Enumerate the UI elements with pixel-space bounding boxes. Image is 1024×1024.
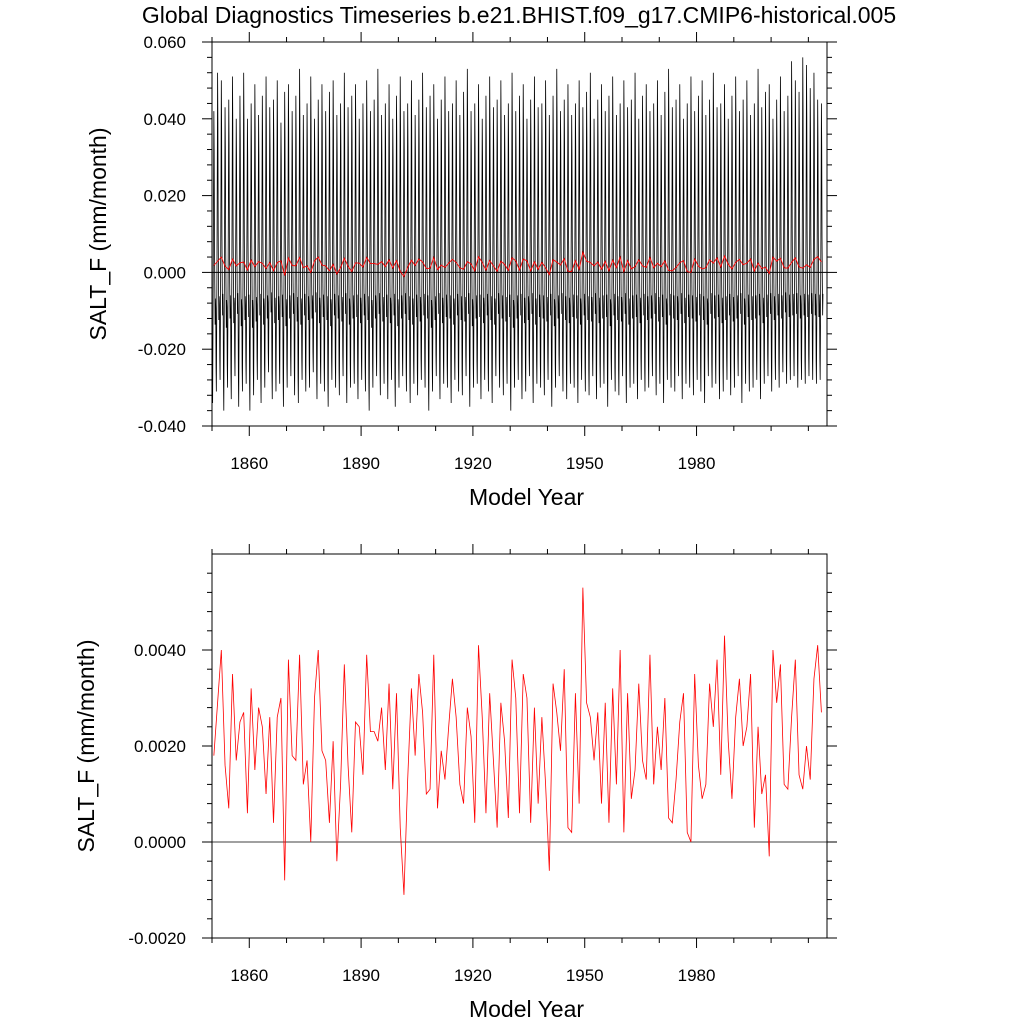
y-tick-label: 0.0040 xyxy=(134,641,186,660)
y-tick-label: 0.000 xyxy=(143,263,186,282)
x-tick-label: 1980 xyxy=(678,454,716,473)
y-tick-label: 0.040 xyxy=(143,110,186,129)
y-tick-label: -0.0020 xyxy=(128,929,186,948)
y-axis-label: SALT_F (mm/month) xyxy=(85,128,111,341)
x-axis-label: Model Year xyxy=(469,484,584,510)
x-tick-label: 1980 xyxy=(678,966,716,985)
plot-frame xyxy=(211,41,828,427)
x-tick-label: 1950 xyxy=(566,454,604,473)
y-tick-label: 0.060 xyxy=(143,33,186,52)
panel-top: 1860 1890 1920 1950 1980 -0.040 -0.020 0.000 0.0… xyxy=(85,32,837,510)
x-tick-label: 1920 xyxy=(454,966,492,985)
x-tick-label: 1890 xyxy=(342,454,380,473)
y-tick-label: -0.040 xyxy=(138,417,186,436)
x-tick-label: 1890 xyxy=(342,966,380,985)
y-axis-label: SALT_F (mm/month) xyxy=(73,640,99,853)
x-tick-label: 1860 xyxy=(230,454,268,473)
y-tick-label: 0.0000 xyxy=(134,833,186,852)
x-tick-label: 1920 xyxy=(454,454,492,473)
annual-mean-series-line xyxy=(213,587,822,895)
y-tick-label: -0.020 xyxy=(138,340,186,359)
x-tick-label: 1860 xyxy=(230,966,268,985)
chart-title: Global Diagnostics Timeseries b.e21.BHIS… xyxy=(142,2,896,28)
panel-bottom: 1860 1890 1920 1950 1980 -0.0020 0.0000 0.0020 0… xyxy=(73,544,837,1022)
annual-mean-series-line xyxy=(213,250,822,278)
y-tick-label: 0.0020 xyxy=(134,737,186,756)
x-tick-label: 1950 xyxy=(566,966,604,985)
x-axis-label: Model Year xyxy=(469,996,584,1022)
y-tick-label: 0.020 xyxy=(143,187,186,206)
monthly-series-line xyxy=(211,57,824,411)
